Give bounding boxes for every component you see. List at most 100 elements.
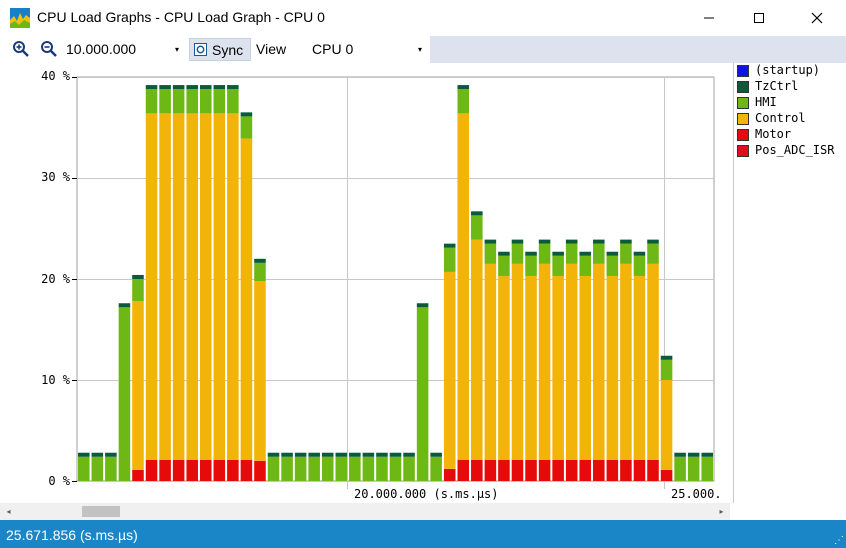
bar-segment-tzctrl: [430, 452, 442, 457]
bar-segment-motor: [660, 469, 673, 481]
legend-swatch: [737, 97, 749, 109]
scroll-right-icon[interactable]: ▸: [719, 507, 724, 516]
bar-segment-motor: [227, 459, 239, 481]
bar-segment-control: [172, 113, 185, 460]
bar-segment-hmi: [498, 255, 510, 276]
bar-segment-tzctrl: [199, 85, 212, 90]
bar-segment-control: [484, 263, 497, 460]
bar-segment-hmi: [552, 255, 564, 276]
legend: (startup) TzCtrl HMI Control Motor Pos_A…: [733, 63, 846, 503]
bar-segment-motor: [240, 459, 253, 481]
cpu-dropdown-icon[interactable]: ▾: [417, 45, 422, 54]
view-button[interactable]: View: [256, 41, 287, 57]
sync-icon: [194, 43, 207, 56]
bar-segment-tzctrl: [443, 243, 456, 248]
bar-segment-hmi: [105, 456, 117, 481]
bar-segment-motor: [213, 459, 226, 481]
bar-segment-hmi: [227, 89, 239, 114]
bar-segment-motor: [606, 459, 619, 481]
bar-segment-tzctrl: [593, 239, 605, 244]
legend-label: (startup): [755, 63, 821, 77]
bar-segment-motor: [199, 459, 212, 481]
bar-segment-hmi: [430, 456, 442, 481]
y-tick-label: 0 %: [48, 474, 70, 488]
bar-segment-control: [660, 380, 673, 470]
x-tick-label: 25.000.: [671, 487, 722, 501]
bar-segment-hmi: [294, 456, 307, 481]
bar-segment-tzctrl: [227, 85, 239, 90]
y-tick-label: 10 %: [41, 373, 71, 387]
bar-segment-motor: [620, 459, 632, 481]
bar-segment-hmi: [254, 262, 266, 282]
bar-segment-tzctrl: [701, 452, 713, 457]
bar-segment-tzctrl: [620, 239, 632, 244]
sync-button[interactable]: Sync: [189, 38, 251, 61]
bar-segment-tzctrl: [240, 112, 253, 117]
bar-segment-tzctrl: [633, 251, 646, 256]
bar-segment-motor: [565, 459, 578, 481]
bar-segment-motor: [579, 459, 592, 481]
bar-segment-hmi: [213, 89, 226, 114]
legend-swatch: [737, 113, 749, 125]
maximize-button[interactable]: [736, 0, 782, 36]
bar-segment-hmi: [701, 456, 713, 481]
bar-segment-hmi: [511, 243, 524, 264]
bar-segment-tzctrl: [565, 239, 578, 244]
bar-segment-control: [606, 275, 619, 460]
bar-segment-motor: [498, 459, 510, 481]
bar-segment-hmi: [565, 243, 578, 264]
cursor-time: 25.671.856 (s.ms.µs): [6, 527, 138, 543]
bar-segment-control: [227, 113, 239, 460]
bar-segment-control: [552, 275, 564, 460]
scroll-thumb[interactable]: [82, 506, 120, 517]
bar-segment-tzctrl: [335, 452, 348, 457]
zoom-level-value: 10.000.000: [66, 41, 137, 57]
zoom-out-button[interactable]: [38, 38, 60, 60]
bar-segment-hmi: [525, 255, 537, 276]
bar-segment-hmi: [471, 215, 483, 240]
legend-swatch: [737, 81, 749, 93]
bar-segment-control: [145, 113, 158, 460]
bar-segment-hmi: [186, 89, 198, 114]
bar-segment-motor: [443, 468, 456, 481]
bar-segment-control: [525, 275, 537, 460]
bar-segment-hmi: [159, 89, 171, 114]
bar-segment-hmi: [199, 89, 212, 114]
bar-segment-motor: [132, 469, 144, 481]
bar-segment-tzctrl: [606, 251, 619, 256]
minimize-button[interactable]: [686, 0, 732, 36]
bar-segment-hmi: [335, 456, 348, 481]
bar-segment-tzctrl: [91, 452, 104, 457]
bar-segment-hmi: [633, 255, 646, 276]
bar-segment-hmi: [416, 307, 429, 481]
bar-segment-hmi: [660, 359, 673, 380]
bar-segment-hmi: [321, 456, 334, 481]
bar-segment-tzctrl: [484, 239, 497, 244]
bar-segment-hmi: [172, 89, 185, 114]
bar-segment-motor: [159, 459, 171, 481]
horizontal-scrollbar[interactable]: ◂ ▸: [0, 503, 730, 520]
legend-label: Pos_ADC_ISR: [755, 143, 835, 157]
toolbar-background: [430, 36, 846, 63]
bar-segment-tzctrl: [362, 452, 375, 457]
bar-segment-hmi: [362, 456, 375, 481]
bar-segment-hmi: [687, 456, 700, 481]
cpu-load-chart[interactable]: 0 % 10 % 20 % 30 % 40 % 20.000.000 (s.ms…: [0, 63, 730, 503]
bar-segment-hmi: [674, 456, 686, 481]
close-button[interactable]: [794, 0, 840, 36]
chart-svg: 0 % 10 % 20 % 30 % 40 % 20.000.000 (s.ms…: [41, 69, 722, 501]
bar-segment-tzctrl: [376, 452, 388, 457]
bar-segment-tzctrl: [118, 303, 131, 308]
bar-segment-motor: [552, 459, 564, 481]
bar-segment-control: [254, 281, 266, 461]
bar-segment-motor: [538, 459, 551, 481]
bar-segment-hmi: [443, 247, 456, 272]
scroll-left-icon[interactable]: ◂: [6, 507, 11, 516]
zoom-in-button[interactable]: [10, 38, 32, 60]
bar-segment-tzctrl: [525, 251, 537, 256]
resize-grip-icon[interactable]: ⋰: [834, 535, 844, 546]
zoom-dropdown-icon[interactable]: ▾: [174, 45, 179, 54]
zoom-level-combo[interactable]: 10.000.000 ▾: [66, 39, 184, 60]
cpu-select[interactable]: CPU 0 ▾: [309, 39, 429, 60]
bar-segment-motor: [172, 459, 185, 481]
